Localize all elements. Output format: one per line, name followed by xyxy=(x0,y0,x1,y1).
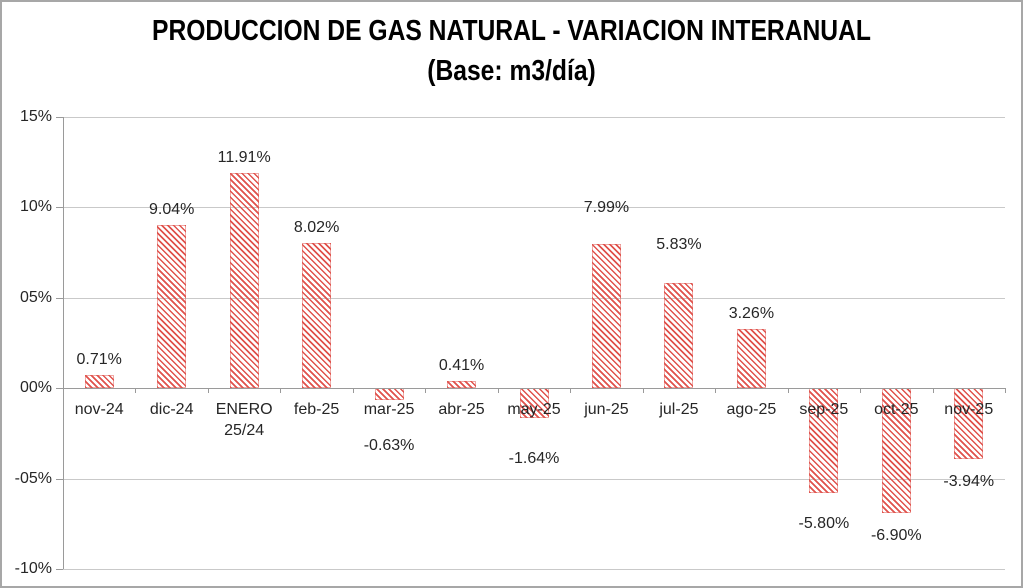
y-axis-label: 00% xyxy=(19,379,52,397)
value-label: 3.26% xyxy=(728,305,775,323)
x-axis-tick xyxy=(207,388,209,394)
chart-title-line2: (Base: m3/día) xyxy=(427,55,596,87)
y-axis-tick xyxy=(56,207,63,209)
y-axis-line xyxy=(63,117,64,569)
category-label-line: jun-25 xyxy=(584,401,629,419)
category-label-line: 25/24 xyxy=(224,422,265,440)
category-label-line: feb-25 xyxy=(293,401,340,419)
bar xyxy=(374,388,404,400)
bar xyxy=(84,375,114,389)
value-label: 9.04% xyxy=(149,200,195,218)
y-axis-label: 15% xyxy=(19,108,52,125)
bar xyxy=(447,380,477,389)
bar xyxy=(736,329,766,389)
category-label: ago-25 xyxy=(726,399,776,420)
value-label: -5.80% xyxy=(798,515,850,533)
value-label: 0.41% xyxy=(438,356,485,374)
value-label: 11.91% xyxy=(217,148,271,166)
category-label: nov-24 xyxy=(75,399,124,420)
x-axis-tick xyxy=(425,388,427,394)
category-label-line: dic-24 xyxy=(149,401,194,419)
x-axis-tick xyxy=(497,388,499,394)
category-label-line: nov-25 xyxy=(944,401,994,419)
y-axis-tick xyxy=(56,478,63,480)
x-axis-tick xyxy=(280,388,282,394)
value-label: -0.63% xyxy=(363,437,415,455)
category-label: dic-24 xyxy=(150,399,194,420)
x-axis-tick xyxy=(352,388,354,394)
chart-title-line1: PRODUCCION DE GAS NATURAL - VARIACION IN… xyxy=(152,15,871,47)
category-label-line: oct-25 xyxy=(874,401,919,419)
category-label: sep-25 xyxy=(799,399,848,420)
x-axis-tick xyxy=(1005,388,1006,394)
gridline xyxy=(63,478,1005,480)
value-label: 8.02% xyxy=(293,219,340,237)
category-label: ENERO 25/24 xyxy=(216,399,273,441)
category-label: abr-25 xyxy=(438,399,484,420)
y-axis-tick xyxy=(56,117,63,118)
gridline xyxy=(63,569,1005,570)
x-axis-tick xyxy=(932,388,934,394)
category-label-line: ago-25 xyxy=(726,401,777,419)
gridline xyxy=(63,207,1005,209)
bar xyxy=(881,388,911,513)
value-label: 7.99% xyxy=(583,198,630,216)
x-axis-tick xyxy=(135,388,137,394)
category-label-line: jul-25 xyxy=(659,401,699,419)
y-axis-label: 05% xyxy=(19,288,52,306)
value-label: 5.83% xyxy=(656,235,702,253)
category-label: mar-25 xyxy=(364,399,415,420)
x-axis-tick xyxy=(787,388,789,394)
y-axis-label: -10% xyxy=(14,560,52,577)
bar xyxy=(157,224,187,389)
bar xyxy=(519,388,549,418)
category-label-line: nov-24 xyxy=(74,401,124,419)
bar xyxy=(591,243,621,389)
bar xyxy=(809,388,839,494)
bar xyxy=(229,172,259,389)
category-label: feb-25 xyxy=(294,399,339,420)
gridline xyxy=(63,117,1005,118)
x-axis-tick xyxy=(642,388,644,394)
bar xyxy=(664,282,694,389)
gridline xyxy=(63,297,1005,299)
category-label-line: sep-25 xyxy=(799,401,849,419)
category-label-line: may-25 xyxy=(507,401,561,419)
value-label: -1.64% xyxy=(508,450,560,468)
category-label: oct-25 xyxy=(874,399,918,420)
x-axis-tick xyxy=(63,388,64,394)
value-label: -3.94% xyxy=(943,473,995,491)
value-label: 0.71% xyxy=(76,351,122,369)
category-label-line: abr-25 xyxy=(438,401,485,419)
bar xyxy=(302,243,332,389)
category-label: nov-25 xyxy=(944,399,993,420)
y-axis-label: 10% xyxy=(19,198,52,216)
y-axis-tick xyxy=(56,569,63,570)
value-label: -6.90% xyxy=(870,526,922,544)
x-axis-tick xyxy=(860,388,862,394)
gridline xyxy=(63,388,1005,390)
category-label-line: mar-25 xyxy=(363,401,415,419)
bar xyxy=(954,388,984,460)
category-label-line: ENERO xyxy=(215,401,273,419)
x-axis-tick xyxy=(570,388,572,394)
x-axis-tick xyxy=(715,388,717,394)
y-axis-label: -05% xyxy=(14,469,52,487)
y-axis-tick xyxy=(56,388,63,390)
y-axis-tick xyxy=(56,297,63,299)
category-label: jun-25 xyxy=(584,399,628,420)
category-label: jul-25 xyxy=(659,399,698,420)
category-label: may-25 xyxy=(507,399,560,420)
